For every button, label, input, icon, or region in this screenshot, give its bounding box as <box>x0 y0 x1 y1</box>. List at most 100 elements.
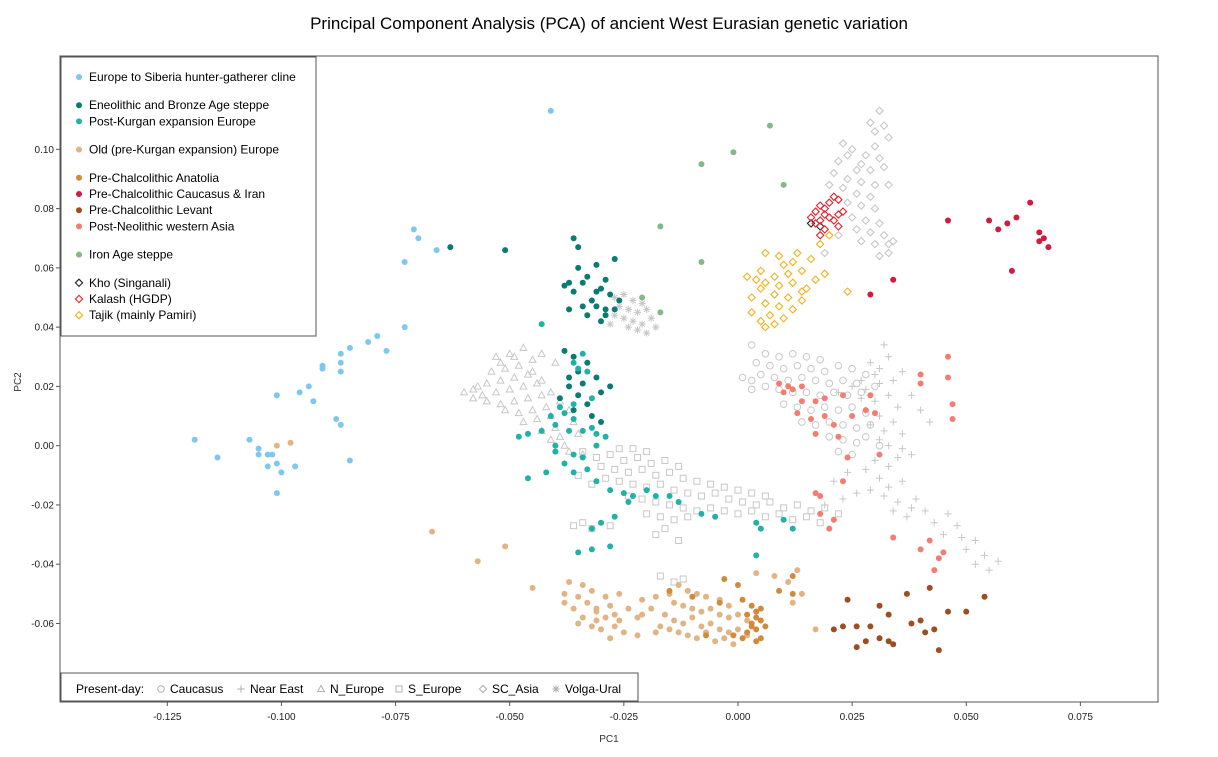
point-pre-chalcolithic-levant <box>935 647 942 654</box>
point-post-neolithic-western-asia <box>830 516 837 523</box>
legend-marker-pre-chalcolithic-anatolia <box>76 174 82 181</box>
point-s-europe <box>693 507 701 515</box>
point-europe-to-siberia-hunter-gatherer-cline <box>264 451 271 458</box>
point-eneolithic-and-bronze-age-steppe <box>575 244 582 251</box>
point-old-pre-kurgan-expansion-europe <box>639 611 646 618</box>
point-old-pre-kurgan-expansion-europe <box>725 614 732 621</box>
point-sc-asia <box>820 248 830 258</box>
point-s-europe <box>652 471 660 479</box>
point-eneolithic-and-bronze-age-steppe <box>579 279 586 286</box>
data-points <box>191 106 1052 654</box>
point-sc-asia <box>838 183 848 193</box>
point-old-pre-kurgan-expansion-europe <box>593 617 600 624</box>
point-tajik-mainly-pamiri <box>783 269 793 279</box>
point-old-pre-kurgan-expansion-europe <box>584 599 591 606</box>
point-pre-chalcolithic-levant <box>981 593 988 600</box>
legend-label-iron-age-steppe: Iron Age steppe <box>89 248 173 262</box>
point-old-pre-kurgan-expansion-europe <box>429 528 436 535</box>
point-post-kurgan-expansion-europe <box>588 525 595 532</box>
legend-marker-old-pre-kurgan-expansion-europe <box>76 146 82 153</box>
legend-marker-kalash-hgdp <box>74 294 84 304</box>
point-near-east <box>880 492 888 500</box>
legend-marker-iron-age-steppe <box>76 251 82 258</box>
point-sc-asia <box>879 230 889 240</box>
point-post-neolithic-western-asia <box>862 407 869 414</box>
point-post-kurgan-expansion-europe <box>575 365 582 372</box>
point-kalash-hgdp <box>811 207 820 216</box>
point-caucasus <box>834 447 843 456</box>
point-eneolithic-and-bronze-age-steppe <box>602 306 609 313</box>
point-near-east <box>894 403 902 411</box>
point-sc-asia <box>884 248 894 258</box>
point-sc-asia <box>852 224 862 234</box>
point-pre-chalcolithic-caucasus-iran <box>1013 214 1020 221</box>
point-caucasus <box>747 376 756 385</box>
point-pre-chalcolithic-levant <box>862 638 869 645</box>
point-caucasus <box>834 406 843 414</box>
point-s-europe <box>789 516 797 524</box>
point-old-pre-kurgan-expansion-europe <box>570 605 577 612</box>
point-caucasus <box>839 421 847 429</box>
point-post-neolithic-western-asia <box>789 386 796 393</box>
point-old-pre-kurgan-expansion-europe <box>652 629 659 636</box>
point-sc-asia <box>852 165 862 175</box>
point-post-kurgan-expansion-europe <box>579 427 586 434</box>
legend-marker-tajik-mainly-pamiri <box>74 310 84 320</box>
point-post-kurgan-expansion-europe <box>588 546 595 553</box>
point-tajik-mainly-pamiri <box>779 260 789 270</box>
point-s-europe <box>711 489 719 497</box>
point-tajik-mainly-pamiri <box>774 302 784 311</box>
point-eneolithic-and-bronze-age-steppe <box>566 306 573 313</box>
point-old-pre-kurgan-expansion-europe <box>634 632 641 639</box>
point-near-east <box>907 391 916 399</box>
point-iron-age-steppe <box>639 294 646 301</box>
point-near-east <box>880 427 888 435</box>
point-iron-age-steppe <box>766 122 773 129</box>
point-pre-chalcolithic-anatolia <box>753 608 760 615</box>
point-volga-ural <box>643 305 651 313</box>
point-volga-ural <box>638 299 646 308</box>
point-sc-asia <box>861 150 871 160</box>
point-near-east <box>875 436 884 444</box>
point-eneolithic-and-bronze-age-steppe <box>598 418 605 425</box>
point-old-pre-kurgan-expansion-europe <box>789 599 796 606</box>
point-kalash-hgdp <box>824 213 834 222</box>
point-old-pre-kurgan-expansion-europe <box>675 629 682 636</box>
point-s-europe <box>661 525 669 533</box>
point-eneolithic-and-bronze-age-steppe <box>556 395 563 402</box>
point-post-neolithic-western-asia <box>794 410 801 417</box>
point-tajik-mainly-pamiri <box>806 254 816 264</box>
point-kalash-hgdp <box>820 224 830 234</box>
point-near-east <box>994 557 1002 565</box>
point-s-europe <box>679 575 687 583</box>
point-tajik-mainly-pamiri <box>770 319 779 329</box>
point-old-pre-kurgan-expansion-europe <box>602 614 609 621</box>
point-post-kurgan-expansion-europe <box>588 424 595 431</box>
point-caucasus <box>798 373 806 382</box>
point-kalash-hgdp <box>834 222 843 231</box>
point-europe-to-siberia-hunter-gatherer-cline <box>191 436 198 443</box>
point-n-europe <box>491 387 501 396</box>
legend-label-old-pre-kurgan-expansion-europe: Old (pre-Kurgan expansion) Europe <box>89 143 279 157</box>
point-old-pre-kurgan-expansion-europe <box>602 593 609 600</box>
point-europe-to-siberia-hunter-gatherer-cline <box>246 436 253 443</box>
point-s-europe <box>606 522 614 530</box>
point-pre-chalcolithic-caucasus-iran <box>1036 229 1043 236</box>
point-europe-to-siberia-hunter-gatherer-cline <box>264 463 271 470</box>
point-eneolithic-and-bronze-age-steppe <box>598 318 605 325</box>
point-s-europe <box>780 504 788 512</box>
point-pre-chalcolithic-levant <box>903 590 910 597</box>
point-pre-chalcolithic-anatolia <box>753 614 760 621</box>
point-near-east <box>880 341 888 349</box>
point-s-europe <box>675 537 683 544</box>
point-pre-chalcolithic-caucasus-iran <box>986 217 993 224</box>
point-post-neolithic-western-asia <box>808 416 815 423</box>
point-eneolithic-and-bronze-age-steppe <box>575 264 582 271</box>
legend-marker-eneolithic-and-bronze-age-steppe <box>76 102 82 109</box>
point-iron-age-steppe <box>780 181 787 188</box>
y-axis-label: PC2 <box>13 372 24 392</box>
point-eneolithic-and-bronze-age-steppe <box>584 359 591 366</box>
point-near-east <box>862 385 870 393</box>
point-post-kurgan-expansion-europe <box>570 451 577 458</box>
point-s-europe <box>629 480 637 488</box>
